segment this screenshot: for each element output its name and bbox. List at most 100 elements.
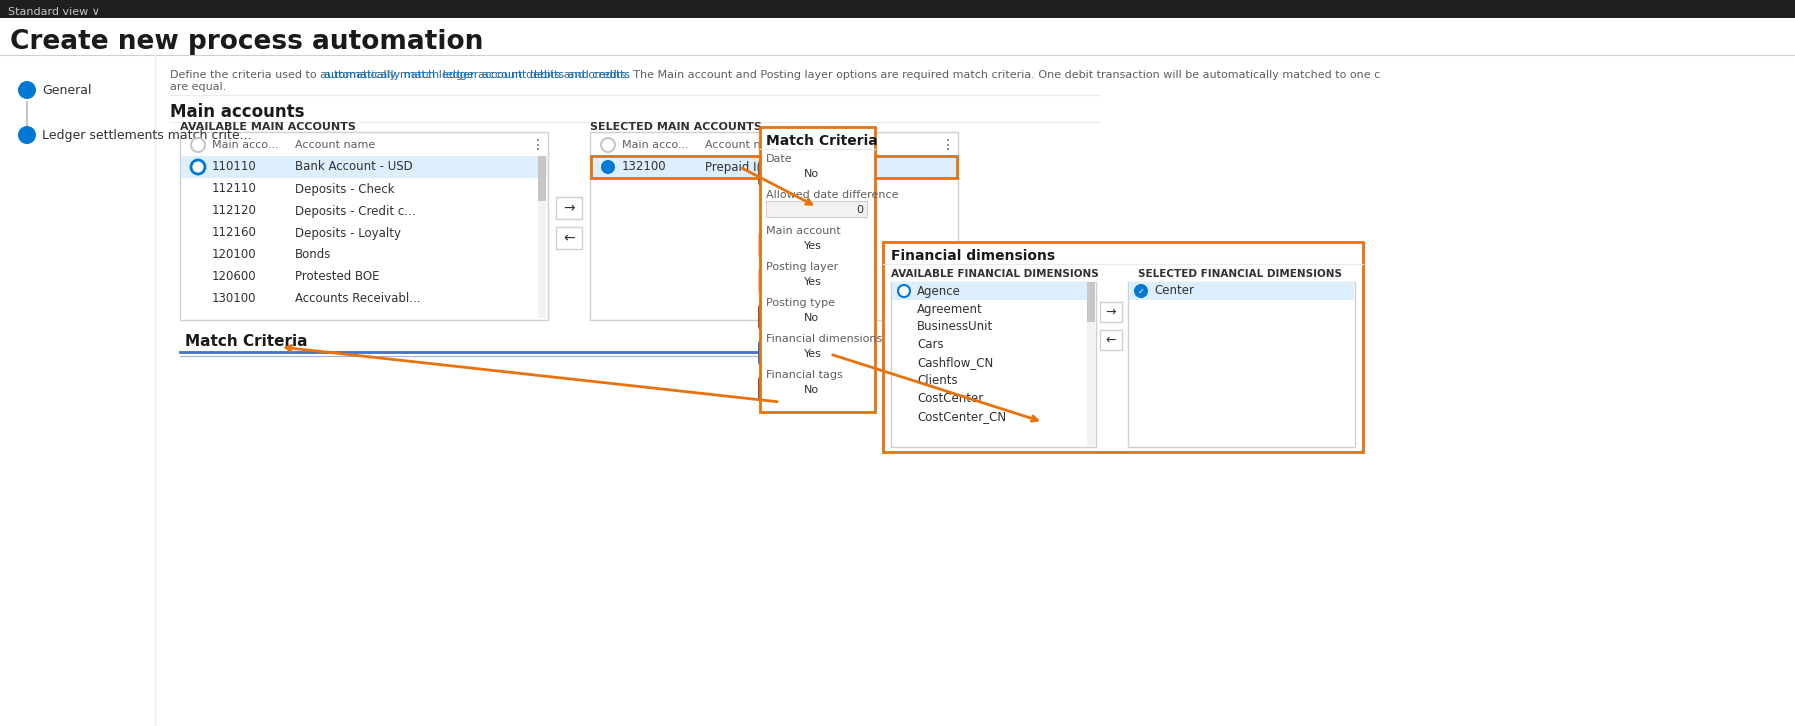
Circle shape [766, 166, 781, 180]
Text: 112110: 112110 [212, 182, 257, 195]
Text: Yes: Yes [804, 349, 822, 359]
Text: Financial tags: Financial tags [766, 370, 842, 380]
Text: Account name: Account name [294, 140, 375, 150]
Text: Deposits - Credit c...: Deposits - Credit c... [294, 205, 415, 218]
Text: Bonds: Bonds [294, 248, 332, 261]
Text: automatically match ledger account debits and credits: automatically match ledger account debit… [325, 70, 630, 80]
FancyBboxPatch shape [757, 373, 806, 405]
Bar [181, 156, 547, 178]
Text: Posting type: Posting type [766, 298, 835, 308]
Text: Main acco...: Main acco... [623, 140, 689, 150]
FancyBboxPatch shape [757, 337, 806, 369]
Text: Deposits - Check: Deposits - Check [294, 182, 395, 195]
Text: ✓: ✓ [1138, 287, 1145, 295]
Text: ⋮: ⋮ [531, 138, 546, 152]
Bar [1088, 282, 1095, 322]
Circle shape [1134, 284, 1149, 298]
Bar [556, 227, 582, 249]
Text: AVAILABLE FINANCIAL DIMENSIONS: AVAILABLE FINANCIAL DIMENSIONS [890, 269, 1099, 279]
Text: 120100: 120100 [212, 248, 257, 261]
Text: No: No [804, 169, 819, 179]
Circle shape [783, 346, 797, 360]
Text: →: → [1106, 306, 1116, 319]
Text: 110110: 110110 [212, 160, 257, 174]
Text: BusinessUnit: BusinessUnit [917, 320, 993, 333]
Text: Standard view ∨: Standard view ∨ [7, 7, 101, 17]
Circle shape [766, 238, 781, 252]
Bar [556, 197, 582, 219]
Bar [759, 127, 874, 412]
Circle shape [898, 285, 910, 297]
FancyBboxPatch shape [757, 229, 806, 261]
Text: Financial dimensions: Financial dimensions [890, 249, 1055, 263]
Text: AVAILABLE MAIN ACCOUNTS: AVAILABLE MAIN ACCOUNTS [180, 122, 355, 132]
Bar [1127, 282, 1355, 447]
Text: Agreement: Agreement [917, 303, 982, 316]
Bar [890, 282, 1097, 447]
Bar [538, 156, 546, 201]
Text: Main accounts: Main accounts [171, 103, 305, 121]
Text: are equal.: are equal. [171, 82, 226, 92]
Text: Bank Account - USD: Bank Account - USD [294, 160, 413, 174]
Circle shape [190, 138, 205, 152]
Bar [1100, 302, 1122, 322]
Text: SELECTED MAIN ACCOUNTS: SELECTED MAIN ACCOUNTS [591, 122, 761, 132]
Text: 112160: 112160 [212, 227, 257, 240]
Text: 132100: 132100 [623, 160, 666, 174]
Bar [766, 201, 867, 217]
Text: Main acco...: Main acco... [212, 140, 278, 150]
Bar [180, 132, 547, 320]
Circle shape [766, 310, 781, 324]
Text: Cashflow_CN: Cashflow_CN [917, 356, 993, 370]
Text: Match Criteria: Match Criteria [185, 335, 307, 349]
Text: Ledger settlements match crite...: Ledger settlements match crite... [41, 129, 251, 142]
Bar [591, 156, 957, 178]
Text: Date: Date [766, 154, 793, 164]
Bar [1100, 330, 1122, 350]
FancyBboxPatch shape [757, 157, 806, 189]
Text: Create new process automation: Create new process automation [11, 29, 483, 55]
Text: Cars: Cars [917, 338, 944, 351]
Text: 112120: 112120 [212, 205, 257, 218]
Text: Yes: Yes [804, 277, 822, 287]
Text: ←: ← [564, 231, 574, 245]
Text: Financial dimensions: Financial dimensions [766, 334, 883, 344]
Circle shape [190, 160, 205, 174]
Text: Account name: Account name [705, 140, 784, 150]
Text: No: No [804, 313, 819, 323]
FancyBboxPatch shape [757, 265, 806, 297]
Text: Clients: Clients [917, 375, 957, 388]
Text: Prepaid Insurance: Prepaid Insurance [705, 160, 811, 174]
Bar [892, 282, 1095, 300]
Text: ⋮: ⋮ [941, 138, 955, 152]
Text: Allowed date difference: Allowed date difference [766, 190, 899, 200]
Circle shape [766, 382, 781, 396]
Text: General: General [41, 83, 92, 97]
Circle shape [766, 274, 781, 288]
Text: No: No [804, 385, 819, 395]
Circle shape [601, 160, 616, 174]
Text: Match Criteria: Match Criteria [766, 134, 878, 148]
Text: 120600: 120600 [212, 271, 257, 283]
Text: SELECTED FINANCIAL DIMENSIONS: SELECTED FINANCIAL DIMENSIONS [1138, 269, 1343, 279]
Bar [538, 156, 546, 318]
Text: Center: Center [1154, 285, 1194, 298]
Text: ✓: ✓ [23, 85, 31, 95]
Bar [1088, 282, 1095, 447]
Circle shape [601, 138, 616, 152]
Circle shape [18, 126, 36, 144]
Text: Main account: Main account [766, 226, 840, 236]
Text: Define the criteria used to automatically match ledger account debits and credit: Define the criteria used to automaticall… [171, 70, 1380, 80]
Text: 0: 0 [856, 205, 863, 215]
Text: Posting layer: Posting layer [766, 262, 838, 272]
FancyBboxPatch shape [757, 301, 806, 333]
Text: ✓: ✓ [605, 163, 612, 171]
Text: Agence: Agence [917, 285, 960, 298]
Text: CostCenter: CostCenter [917, 393, 984, 406]
Bar [591, 132, 959, 320]
Text: Protested BOE: Protested BOE [294, 271, 379, 283]
Circle shape [18, 81, 36, 99]
Text: ←: ← [1106, 333, 1116, 346]
Text: CostCenter_CN: CostCenter_CN [917, 410, 1007, 423]
Text: Yes: Yes [804, 241, 822, 251]
